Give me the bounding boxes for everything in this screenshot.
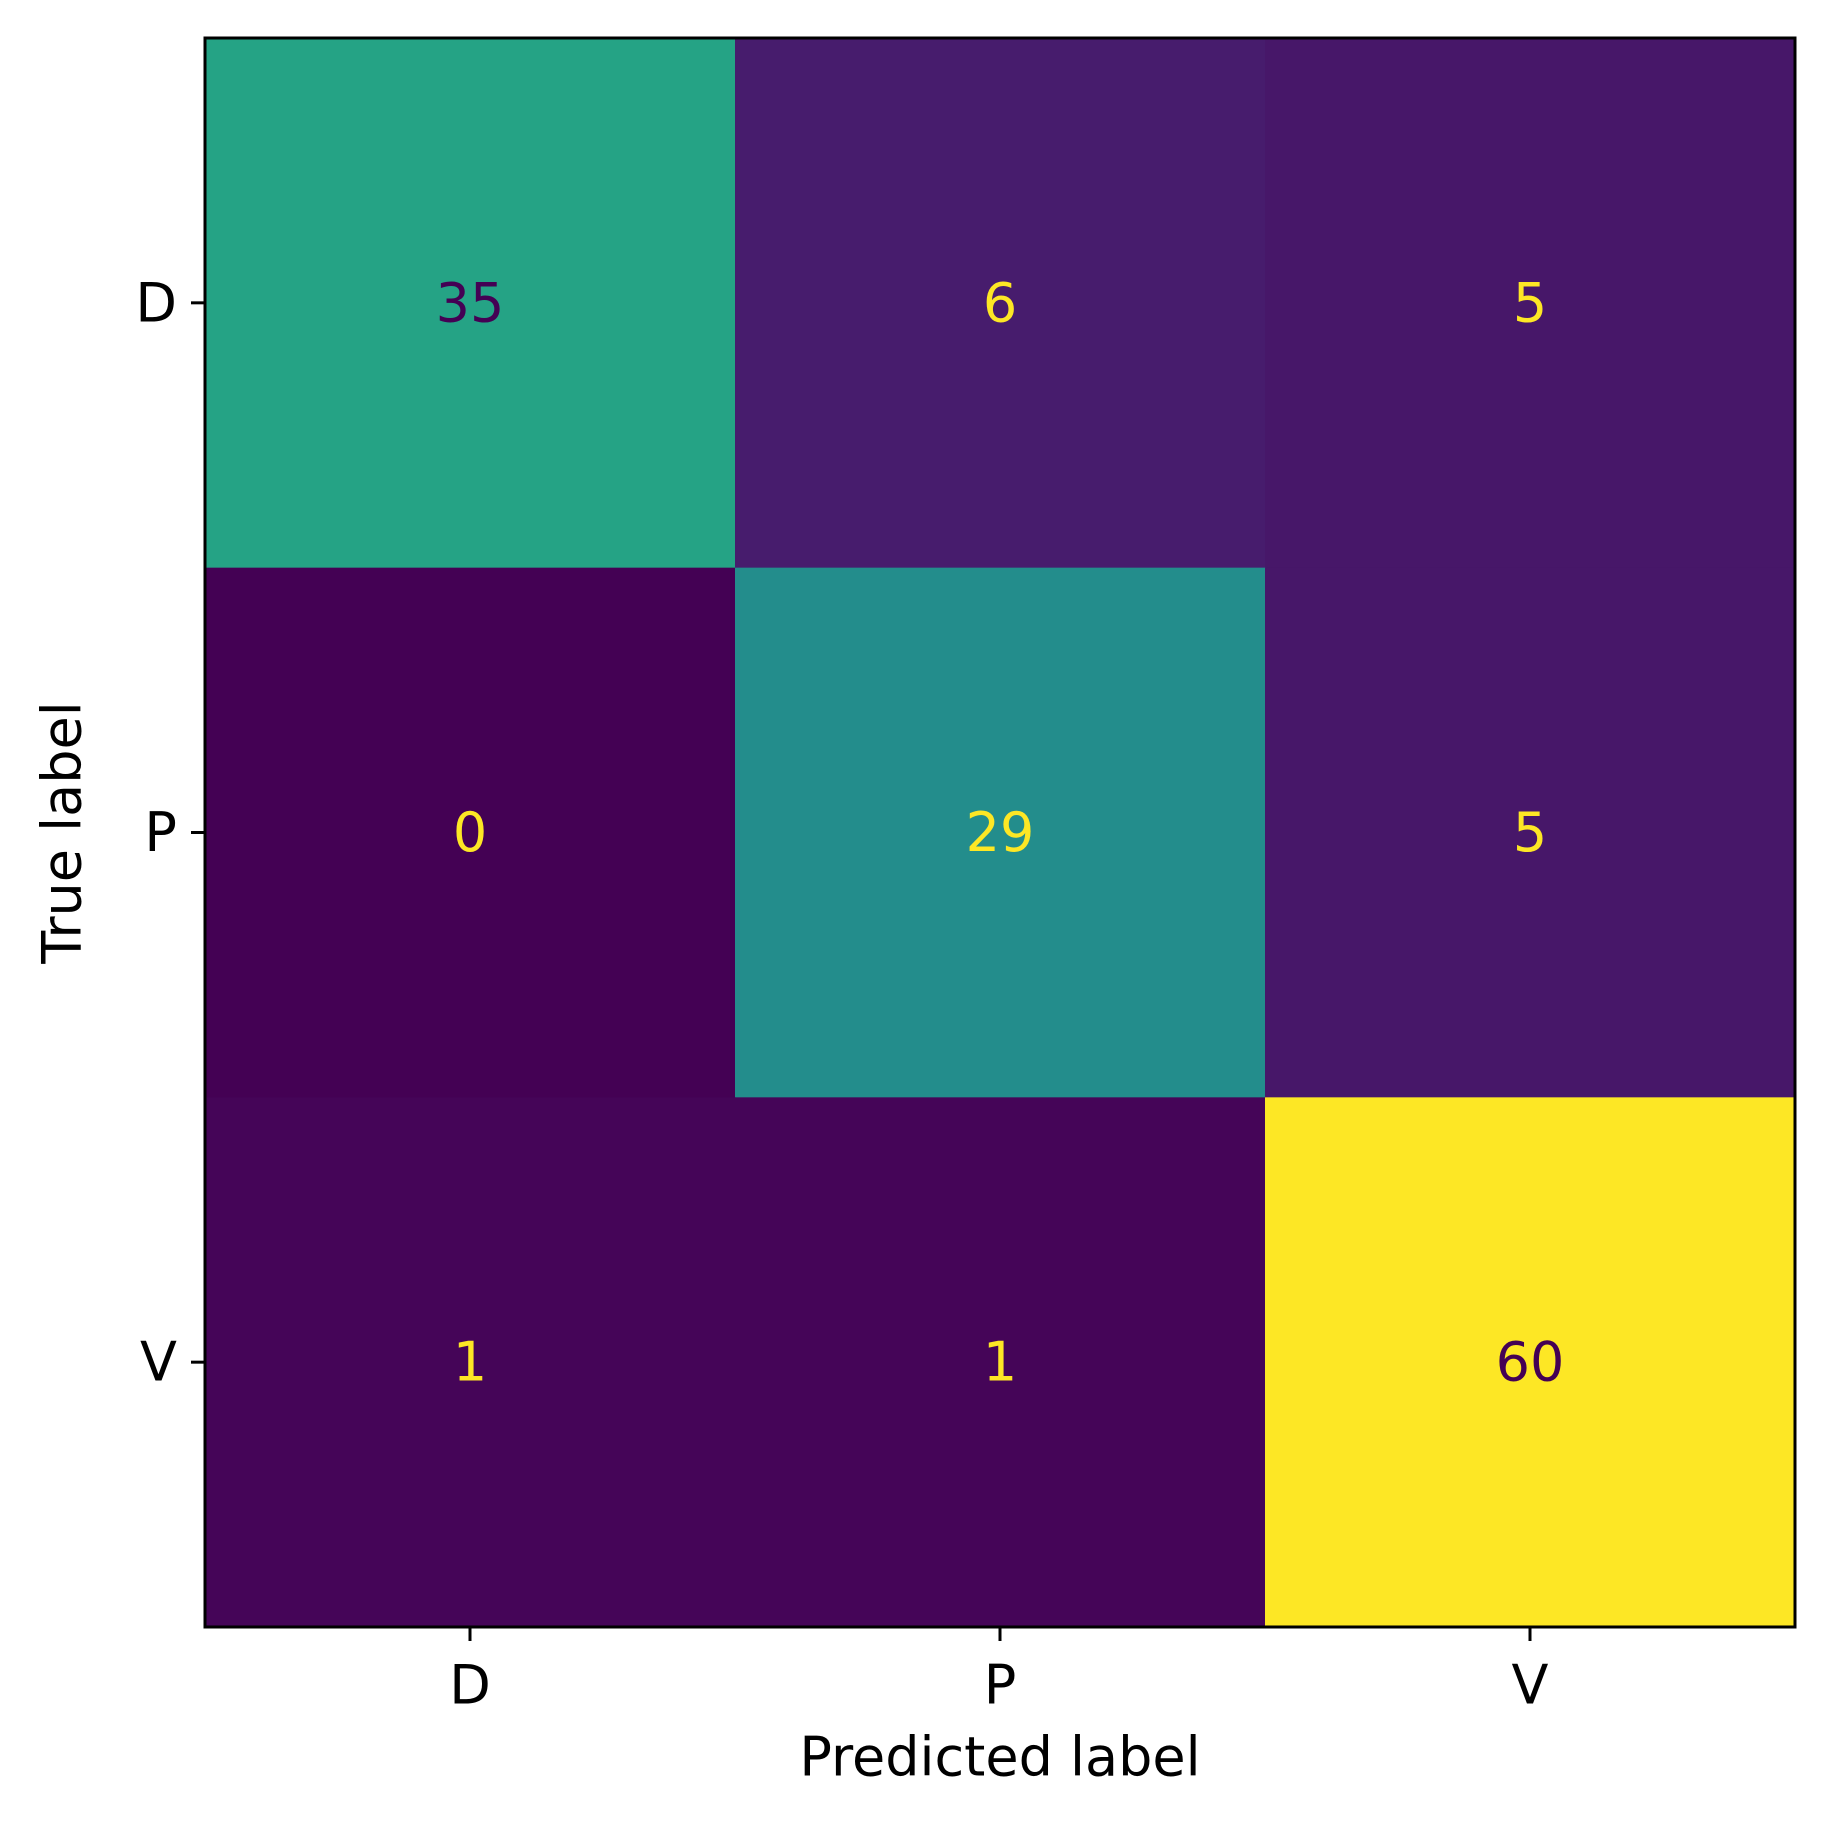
y-tick-label: D (135, 271, 177, 334)
heatmap-cell (735, 567, 1266, 1098)
x-tick-label: P (984, 1654, 1017, 1717)
cell-value-label: 35 (436, 271, 505, 334)
y-axis-ticks: D P V (135, 271, 205, 1394)
cell-value-label: 0 (453, 801, 487, 864)
cell-value-label: 1 (983, 1331, 1017, 1394)
heatmap-cell (205, 1097, 736, 1628)
heatmap-cell (735, 38, 1266, 569)
x-tick-label: D (449, 1654, 491, 1717)
cell-value-label: 6 (983, 271, 1017, 334)
heatmap-cell (205, 38, 736, 569)
heatmap-cell (1265, 1097, 1796, 1628)
y-tick-label: P (144, 801, 177, 864)
cell-value-labels: 35 6 5 0 29 5 1 1 60 (436, 271, 1565, 1393)
y-tick-label: V (140, 1331, 177, 1394)
x-tick-label: V (1512, 1654, 1549, 1717)
cell-value-label: 60 (1496, 1331, 1565, 1394)
cell-value-label: 5 (1513, 271, 1547, 334)
cell-value-label: 1 (453, 1331, 487, 1394)
heatmap-cell (205, 567, 736, 1098)
heatmap-cell (1265, 567, 1796, 1098)
cell-value-label: 29 (966, 801, 1035, 864)
cell-value-label: 5 (1513, 801, 1547, 864)
heatmap-cells (205, 38, 1796, 1628)
x-axis-title: Predicted label (799, 1726, 1200, 1789)
y-axis-title: True label (31, 701, 94, 964)
heatmap-cell (1265, 38, 1796, 569)
heatmap-cell (735, 1097, 1266, 1628)
